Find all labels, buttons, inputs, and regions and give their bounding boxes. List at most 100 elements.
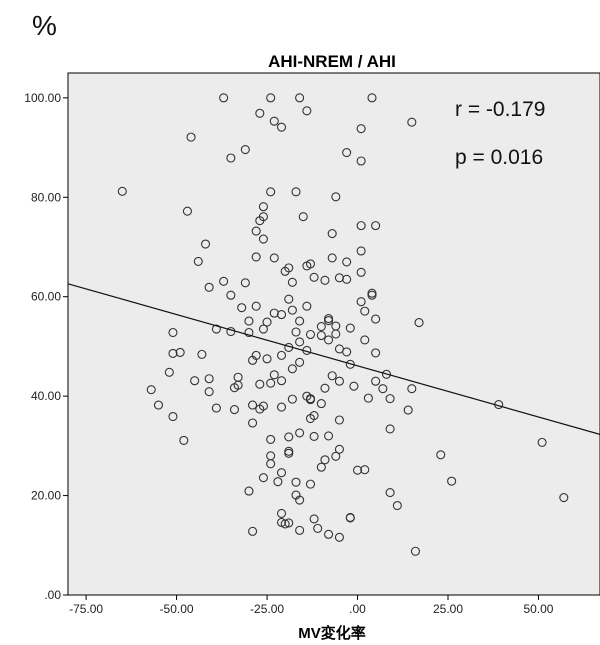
y-tick-label: 60.00 [31, 290, 61, 304]
data-point [316, 462, 326, 472]
data-point [211, 403, 221, 413]
data-point [248, 418, 258, 428]
data-point [287, 305, 297, 315]
data-point [334, 444, 344, 454]
data-point [153, 400, 164, 410]
data-point [240, 145, 250, 155]
data-point [244, 486, 254, 496]
data-point [385, 424, 395, 434]
data-point [345, 512, 355, 522]
data-point [266, 187, 276, 197]
data-point [266, 378, 276, 388]
data-point [146, 385, 156, 395]
data-point [298, 212, 308, 222]
data-point [276, 376, 287, 386]
data-point [360, 306, 370, 316]
data-point [356, 156, 366, 166]
data-point [407, 117, 417, 127]
x-tick-label: 50.00 [523, 602, 553, 616]
data-point [316, 330, 326, 341]
data-point [284, 518, 294, 528]
data-point [331, 192, 341, 202]
y-tick-label: .00 [44, 588, 61, 602]
data-point [356, 221, 366, 231]
data-point [266, 93, 276, 103]
data-point [313, 523, 323, 533]
data-point [356, 124, 366, 134]
data-point [295, 357, 305, 367]
data-point [342, 147, 352, 158]
data-point [295, 495, 305, 505]
data-point [164, 367, 174, 377]
data-point [349, 381, 359, 391]
data-point [276, 402, 287, 412]
data-point [233, 380, 243, 390]
data-point [266, 434, 276, 444]
data-point [204, 282, 214, 292]
data-point [276, 122, 287, 132]
x-tick-label: .00 [349, 602, 366, 616]
y-tick-label: 100.00 [24, 91, 61, 105]
data-point [226, 290, 236, 300]
data-point [392, 500, 402, 511]
annotation-r: r = -0.179 [455, 98, 545, 121]
data-point [410, 546, 420, 556]
y-tick-label: 20.00 [31, 489, 61, 503]
data-point [334, 273, 344, 283]
data-point [276, 310, 287, 320]
data-point [291, 477, 301, 487]
data-point [334, 376, 344, 386]
data-point [244, 327, 254, 338]
data-point [251, 350, 261, 360]
data-point [403, 405, 413, 415]
data-point [269, 116, 279, 126]
plot-area [67, 72, 600, 596]
data-point [251, 252, 261, 262]
data-point [363, 393, 373, 403]
data-point [258, 473, 268, 483]
data-point [331, 451, 341, 461]
data-point [334, 415, 344, 425]
data-point [407, 384, 417, 394]
data-point [273, 477, 283, 487]
data-point [305, 479, 316, 489]
data-point [381, 369, 392, 379]
data-point [255, 379, 265, 389]
data-point [316, 321, 326, 332]
y-tick-label: 40.00 [31, 389, 61, 403]
data-point [219, 276, 229, 286]
data-point [284, 432, 294, 442]
data-point [414, 318, 424, 328]
data-point [276, 468, 287, 478]
data-point [190, 376, 200, 386]
data-point [248, 400, 258, 410]
data-point [117, 186, 127, 196]
data-point [276, 350, 287, 360]
x-tick-label: -75.00 [69, 602, 103, 616]
data-point [287, 277, 297, 287]
data-point [371, 376, 381, 386]
data-point [276, 517, 287, 527]
data-point [371, 314, 381, 324]
data-point [276, 508, 287, 519]
data-point [327, 371, 337, 381]
data-point [305, 413, 316, 424]
y-tick-label: 80.00 [31, 190, 61, 204]
data-point [204, 387, 214, 397]
data-point [168, 348, 178, 358]
data-point [371, 348, 381, 358]
data-point [251, 226, 261, 236]
data-point [258, 212, 268, 222]
data-point [334, 532, 344, 542]
data-point [186, 132, 196, 142]
data-point [305, 329, 316, 340]
data-point [295, 93, 305, 103]
data-point [309, 514, 319, 524]
data-point [334, 344, 344, 354]
data-point [287, 394, 297, 404]
data-point [360, 465, 370, 475]
data-point [305, 259, 316, 269]
data-point [168, 327, 178, 338]
data-point [331, 329, 341, 339]
data-point [360, 335, 370, 345]
